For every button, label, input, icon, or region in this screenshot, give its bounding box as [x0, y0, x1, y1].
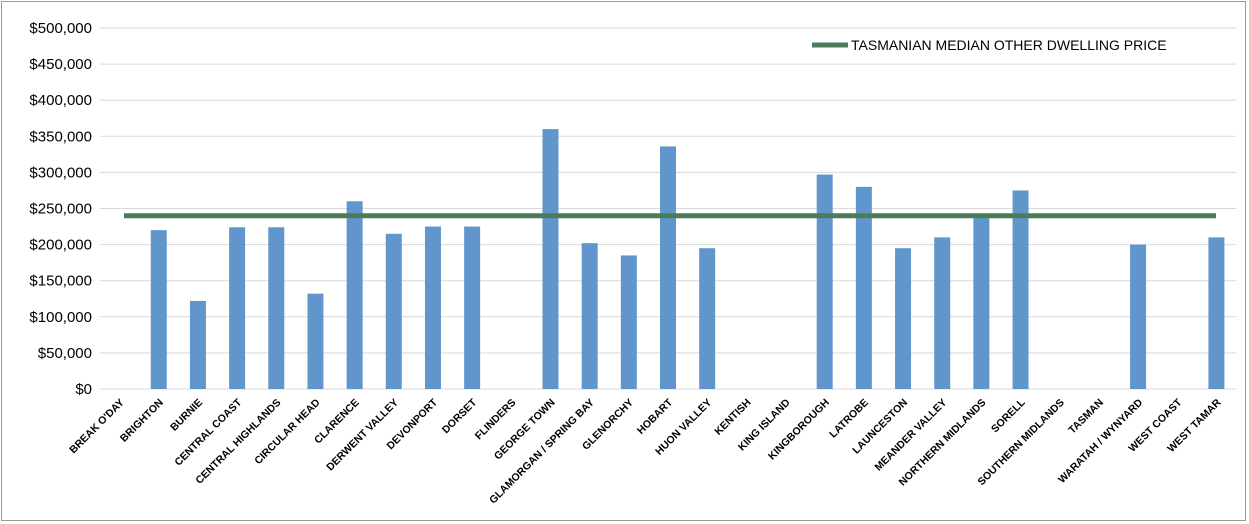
- x-tick-label: DERWENT VALLEY: [324, 397, 401, 474]
- bar: [464, 226, 481, 389]
- bar: [385, 233, 402, 389]
- bar: [934, 237, 951, 389]
- x-tick-label: KENTISH: [712, 397, 753, 438]
- x-tick-label: MEANDER VALLEY: [872, 397, 949, 474]
- bar: [229, 227, 246, 389]
- bar: [699, 248, 716, 389]
- bar: [424, 226, 441, 389]
- bar: [268, 227, 285, 389]
- x-tick-label: BREAK O'DAY: [67, 397, 126, 456]
- bar: [542, 129, 559, 389]
- bar: [581, 243, 598, 389]
- bar: [816, 174, 833, 389]
- y-tick-label: $350,000: [29, 128, 92, 145]
- x-tick-label: DORSET: [440, 396, 480, 436]
- y-axis-tick-labels: $0 $50,000 $100,000 $150,000 $200,000 $250,00…: [29, 20, 92, 398]
- y-tick-label: $150,000: [29, 273, 92, 290]
- y-tick-label: $100,000: [29, 309, 92, 326]
- bar: [346, 201, 363, 389]
- bar: [895, 248, 912, 389]
- bar: [189, 300, 206, 389]
- bar: [307, 293, 324, 389]
- y-tick-label: $250,000: [29, 201, 92, 218]
- x-tick-label: CENTRAL COAST: [172, 396, 244, 468]
- bar: [660, 146, 676, 389]
- bar: [1130, 244, 1147, 389]
- gridlines: [100, 27, 1236, 390]
- bar: [1012, 190, 1029, 389]
- y-tick-label: $400,000: [29, 92, 92, 109]
- bar: [973, 217, 990, 389]
- y-tick-label: $300,000: [29, 164, 92, 181]
- bar: [855, 186, 872, 389]
- bars: [150, 129, 1225, 389]
- y-tick-label: $500,000: [29, 20, 92, 37]
- bar: [620, 255, 637, 389]
- x-tick-label: CIRCULAR HEAD: [252, 396, 323, 467]
- y-tick-label: $0: [75, 381, 92, 398]
- x-tick-label: BURNIE: [168, 397, 205, 434]
- x-tick-label: HOBART: [635, 396, 676, 437]
- y-tick-label: $200,000: [29, 237, 92, 254]
- legend-label: TASMANIAN MEDIAN OTHER DWELLING PRICE: [851, 37, 1167, 53]
- bar: [1208, 237, 1225, 389]
- x-tick-label: TASMAN: [1066, 397, 1106, 437]
- bar: [150, 230, 167, 389]
- y-tick-label: $450,000: [29, 56, 92, 73]
- x-tick-label: SORELL: [989, 396, 1028, 435]
- legend: TASMANIAN MEDIAN OTHER DWELLING PRICE: [812, 37, 1167, 53]
- y-tick-label: $50,000: [38, 345, 92, 362]
